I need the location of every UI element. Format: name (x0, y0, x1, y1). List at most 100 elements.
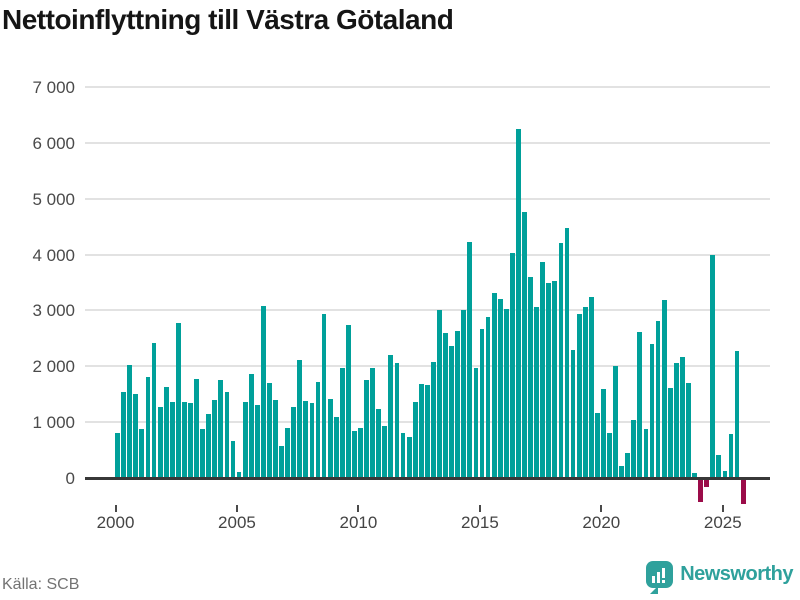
bar (613, 366, 618, 478)
x-tick-label: 2000 (96, 513, 135, 532)
bar (619, 466, 625, 478)
logo-bar-icon (657, 572, 661, 583)
bar (516, 128, 521, 478)
bar (704, 478, 710, 487)
bar (273, 400, 278, 478)
bar (157, 407, 163, 478)
gridline (85, 85, 770, 88)
bar (607, 432, 612, 478)
bar (679, 356, 685, 478)
bar (437, 310, 442, 478)
x-tick-mark (600, 505, 603, 512)
bar (200, 428, 206, 478)
bar (667, 387, 673, 478)
bar (491, 293, 497, 478)
bar (540, 262, 546, 478)
bar (649, 343, 655, 478)
bar (163, 386, 169, 478)
bar (461, 310, 467, 478)
gridline (85, 253, 770, 256)
bar (230, 441, 236, 478)
bar (333, 416, 339, 478)
bar (206, 413, 212, 478)
bar (661, 300, 667, 478)
logo-exclamation-dot-icon (662, 580, 666, 583)
bar (297, 359, 303, 478)
page-title: Nettoinflyttning till Västra Götaland (2, 4, 454, 35)
bar (643, 428, 649, 478)
bar (601, 389, 606, 478)
y-tick-label: 0 (65, 469, 75, 488)
logo-exclamation-icon (662, 568, 666, 578)
bar (345, 324, 351, 478)
bar (145, 376, 151, 478)
bar (182, 402, 187, 478)
x-tick-mark (478, 505, 481, 512)
bar (188, 403, 193, 478)
bar (631, 420, 637, 478)
bar (564, 227, 570, 478)
bar (722, 471, 728, 478)
bar (625, 453, 631, 478)
bar (485, 317, 491, 478)
logo-bar-icon (652, 576, 656, 583)
bar (692, 472, 697, 478)
x-tick-label: 2015 (460, 513, 499, 532)
bar (315, 382, 321, 478)
bar (339, 367, 345, 478)
bar (479, 328, 485, 478)
bar (546, 283, 552, 478)
bar (455, 330, 461, 478)
bar (267, 383, 272, 478)
zero-axis-line (85, 476, 770, 480)
bar (285, 428, 291, 478)
bar (534, 306, 540, 478)
bar (279, 446, 284, 478)
bar (254, 404, 260, 478)
bar (364, 380, 369, 478)
gridline (85, 197, 770, 200)
brand-lockup: Newsworthy (646, 561, 793, 594)
gridline (85, 365, 770, 368)
bar (242, 402, 248, 478)
x-tick-label: 2005 (218, 513, 256, 532)
bar (133, 394, 139, 478)
x-tick-mark (721, 505, 724, 512)
bar (734, 351, 740, 478)
bar (588, 297, 594, 478)
bar (309, 402, 315, 478)
x-tick-label: 2010 (339, 513, 378, 532)
gridline (85, 309, 770, 312)
bar (522, 212, 527, 478)
bar (418, 383, 424, 478)
y-tick-label: 7 000 (32, 77, 75, 97)
bar (449, 345, 454, 478)
gridline (85, 141, 770, 144)
bar (218, 380, 224, 478)
x-tick-mark (235, 505, 238, 512)
bar (303, 401, 309, 478)
y-tick-label: 1 000 (32, 413, 75, 433)
x-tick-mark (114, 505, 117, 512)
bar (698, 478, 703, 503)
bar (716, 455, 722, 478)
bar (412, 402, 418, 478)
bar (370, 367, 376, 478)
bar (528, 276, 533, 478)
bar (212, 399, 218, 478)
bar (224, 391, 230, 478)
bar (570, 349, 576, 478)
newsworthy-logo-icon (646, 561, 674, 594)
bar (673, 362, 679, 478)
bar (497, 298, 503, 478)
bar (509, 252, 515, 478)
bar (248, 373, 254, 478)
bar (443, 333, 448, 478)
bar (655, 321, 661, 478)
bar (127, 365, 133, 478)
bar (637, 332, 643, 478)
y-tick-label: 2 000 (32, 357, 75, 377)
bar (728, 433, 734, 478)
